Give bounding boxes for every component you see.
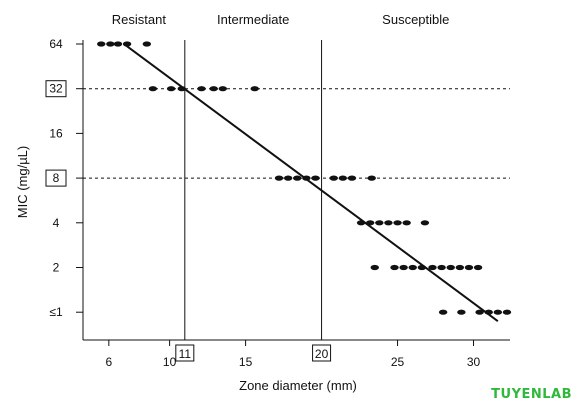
data-point bbox=[166, 86, 176, 92]
x-tick-label: 15 bbox=[239, 355, 253, 369]
data-point bbox=[209, 86, 218, 92]
data-point bbox=[274, 175, 284, 181]
data-point bbox=[493, 309, 503, 315]
data-point bbox=[367, 175, 376, 181]
breakpoint-lines bbox=[83, 40, 510, 340]
data-point bbox=[390, 264, 399, 271]
data-point bbox=[473, 264, 483, 271]
data-point bbox=[402, 220, 411, 226]
data-point bbox=[384, 220, 393, 226]
y-axis-title: MIC (mg/µL) bbox=[15, 146, 30, 219]
data-point bbox=[464, 264, 474, 271]
data-point bbox=[293, 175, 302, 181]
y-breakpoint-box bbox=[45, 169, 67, 187]
zone-label: Susceptible bbox=[382, 12, 449, 27]
data-point bbox=[113, 41, 123, 47]
data-point bbox=[338, 175, 348, 181]
data-point bbox=[455, 264, 465, 271]
y-tick-label: 64 bbox=[49, 37, 63, 51]
zone-label: Intermediate bbox=[217, 12, 289, 27]
regression-line bbox=[123, 43, 499, 322]
x-breakpoint-box bbox=[312, 344, 332, 362]
data-point bbox=[250, 86, 259, 92]
data-point bbox=[311, 175, 320, 181]
zone-label: Resistant bbox=[112, 12, 167, 27]
data-points bbox=[97, 41, 512, 315]
data-point bbox=[446, 264, 455, 271]
data-point bbox=[106, 41, 115, 47]
x-breakpoint-label: 11 bbox=[179, 347, 192, 361]
data-point bbox=[420, 220, 430, 226]
data-point bbox=[428, 264, 437, 271]
y-tick-label: 32 bbox=[49, 82, 63, 96]
x-tick-label: 25 bbox=[391, 355, 405, 369]
x-breakpoint-label: 20 bbox=[315, 347, 329, 361]
y-ticks: ≤1 2 4 8 16 32 64 bbox=[45, 37, 83, 319]
data-point bbox=[375, 220, 384, 226]
data-point bbox=[142, 41, 152, 47]
data-point bbox=[457, 309, 466, 315]
data-point bbox=[438, 309, 448, 315]
data-point bbox=[502, 309, 512, 315]
data-point bbox=[97, 41, 106, 47]
y-tick-label: 8 bbox=[53, 171, 60, 185]
x-tick-label: 10 bbox=[163, 355, 177, 369]
data-point bbox=[437, 264, 446, 271]
data-point bbox=[148, 86, 158, 92]
x-tick-label: 6 bbox=[105, 355, 112, 369]
data-point bbox=[218, 86, 228, 92]
x-breakpoint-box bbox=[175, 344, 195, 362]
x-axis-title: Zone diameter (mm) bbox=[239, 378, 357, 393]
y-tick-label: 16 bbox=[49, 126, 63, 140]
data-point bbox=[197, 86, 206, 92]
x-ticks: 6 10 15 25 30 11 20 bbox=[105, 340, 481, 369]
zone-labels: Resistant Intermediate Susceptible bbox=[112, 12, 450, 27]
y-tick-label: 4 bbox=[53, 216, 60, 230]
data-point bbox=[329, 175, 338, 181]
data-point bbox=[393, 220, 402, 226]
x-tick-label: 30 bbox=[467, 355, 481, 369]
data-point bbox=[283, 175, 293, 181]
y-tick-label: 2 bbox=[53, 261, 60, 275]
watermark-logo: TUYENLAB bbox=[491, 387, 572, 402]
y-tick-label: ≤1 bbox=[49, 305, 63, 319]
y-breakpoint-box bbox=[45, 80, 67, 98]
data-point bbox=[408, 264, 417, 271]
data-point bbox=[475, 309, 484, 315]
data-point bbox=[347, 175, 357, 181]
axes bbox=[82, 40, 510, 341]
data-point bbox=[399, 264, 408, 271]
data-point bbox=[370, 264, 379, 271]
